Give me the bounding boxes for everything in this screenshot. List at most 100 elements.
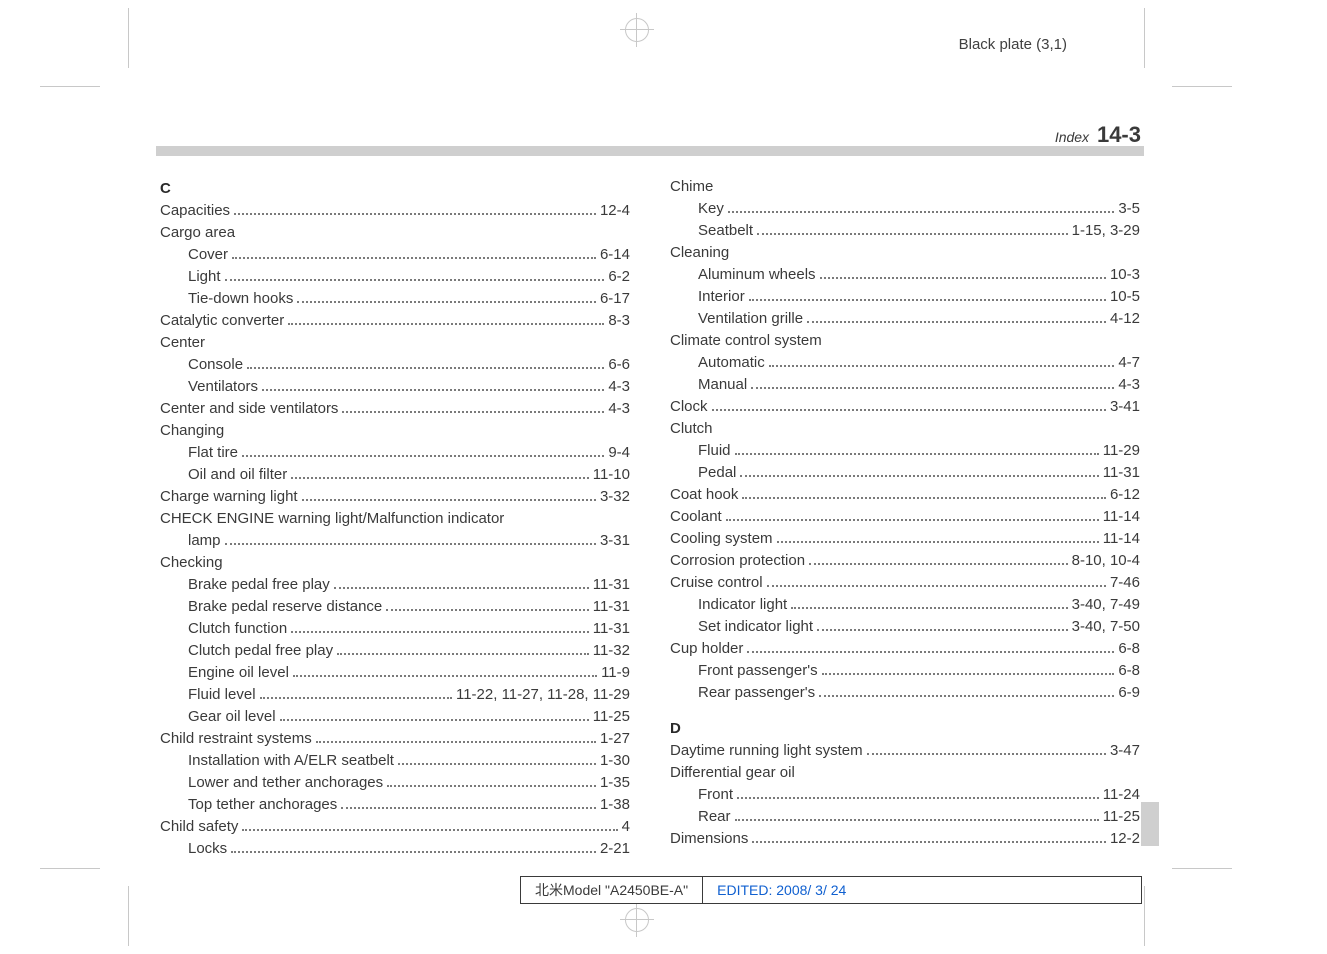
index-page: 11-22, 11-27, 11-28, 11-29 (456, 684, 630, 706)
index-page: 11-14 (1103, 528, 1140, 550)
index-label-text: Corrosion protection (670, 550, 805, 572)
index-page: 8-3 (608, 310, 630, 332)
index-entry: Indicator light3-40, 7-49 (670, 594, 1140, 616)
leader-dots (728, 201, 1114, 214)
index-label-text: Set indicator light (698, 616, 813, 638)
leader-dots (302, 489, 596, 502)
index-entry: Fluid level11-22, 11-27, 11-28, 11-29 (160, 684, 630, 706)
index-page: 6-2 (608, 266, 630, 288)
leader-dots (231, 841, 596, 854)
index-label-text: Installation with A/ELR seatbelt (188, 750, 394, 772)
index-label-text: Tie-down hooks (188, 288, 293, 310)
leader-dots (777, 531, 1099, 544)
index-label-text: Child restraint systems (160, 728, 312, 750)
index-group: Center (160, 332, 630, 354)
index-page: 9-4 (608, 442, 630, 464)
leader-dots (280, 709, 589, 722)
index-group: CHECK ENGINE warning light/Malfunction i… (160, 508, 630, 530)
leader-dots (820, 267, 1106, 280)
index-label-text: Changing (160, 420, 224, 442)
index-label-text: Fluid (698, 440, 731, 462)
index-page: 11-25 (593, 706, 630, 728)
index-page: 4-7 (1118, 352, 1140, 374)
index-page: 12-2 (1110, 828, 1140, 850)
index-label-text: Chime (670, 176, 713, 198)
index-page: 6-8 (1118, 660, 1140, 682)
index-entry: Brake pedal reserve distance 11-31 (160, 596, 630, 618)
leader-dots (822, 663, 1115, 676)
index-group: Cleaning (670, 242, 1140, 264)
index-label-text: Top tether anchorages (188, 794, 337, 816)
index-label-text: Pedal (698, 462, 736, 484)
index-label-text: Cruise control (670, 572, 763, 594)
index-number: 14-3 (1097, 122, 1141, 147)
index-page: 3-5 (1118, 198, 1140, 220)
index-label-text: Locks (188, 838, 227, 860)
index-label-text: Automatic (698, 352, 765, 374)
leader-dots (297, 291, 596, 304)
index-label-text: Daytime running light system (670, 740, 863, 762)
index-group: Cargo area (160, 222, 630, 244)
index-label-text: Front passenger's (698, 660, 818, 682)
leader-dots (791, 597, 1067, 610)
index-entry: Clutch function11-31 (160, 618, 630, 640)
leader-dots (749, 289, 1106, 302)
leader-dots (809, 553, 1068, 566)
leader-dots (293, 665, 597, 678)
index-entry: Cruise control7-46 (670, 572, 1140, 594)
index-page: 10-5 (1110, 286, 1140, 308)
index-label-text: Clock (670, 396, 708, 418)
index-entry: lamp3-31 (160, 530, 630, 552)
index-label-text: Gear oil level (188, 706, 276, 728)
index-label-text: Indicator light (698, 594, 787, 616)
leader-dots (247, 357, 604, 370)
leader-dots (767, 575, 1106, 588)
leader-dots (225, 269, 605, 282)
index-label-text: Brake pedal reserve distance (188, 596, 382, 618)
index-page: 4-12 (1110, 308, 1140, 330)
index-entry: Cooling system11-14 (670, 528, 1140, 550)
leader-dots (737, 787, 1099, 800)
index-label-text: Clutch pedal free play (188, 640, 333, 662)
index-page: 3-40, 7-50 (1072, 616, 1140, 638)
index-entry: Center and side ventilators4-3 (160, 398, 630, 420)
leader-dots (735, 443, 1099, 456)
index-label-text: Lower and tether anchorages (188, 772, 383, 794)
index-entry: Interior 10-5 (670, 286, 1140, 308)
index-label-text: Aluminum wheels (698, 264, 816, 286)
leader-dots (747, 641, 1114, 654)
index-entry: Cover6-14 (160, 244, 630, 266)
index-label-text: Checking (160, 552, 223, 574)
index-column-left: CCapacities12-4Cargo areaCover6-14Light6… (160, 176, 630, 860)
leader-dots (757, 223, 1068, 236)
index-entry: Clutch pedal free play 11-32 (160, 640, 630, 662)
index-group: Chime (670, 176, 1140, 198)
crop-mark (1172, 868, 1232, 869)
index-label-text: Interior (698, 286, 745, 308)
index-entry: Ventilation grille4-12 (670, 308, 1140, 330)
footer-model: 北米Model "A2450BE-A" (521, 877, 703, 903)
index-page: 10-3 (1110, 264, 1140, 286)
index-page: 1-27 (600, 728, 630, 750)
index-page: 11-32 (593, 640, 630, 662)
index-entry: Lower and tether anchorages1-35 (160, 772, 630, 794)
header-bar (156, 146, 1144, 156)
crop-mark (128, 886, 129, 946)
index-page: 11-31 (593, 596, 630, 618)
index-label-text: Capacities (160, 200, 230, 222)
index-page: 4-3 (608, 376, 630, 398)
footer-box: 北米Model "A2450BE-A" EDITED: 2008/ 3/ 24 (520, 876, 1142, 904)
index-group: Differential gear oil (670, 762, 1140, 784)
index-page: 4-3 (608, 398, 630, 420)
index-word: Index (1055, 129, 1089, 145)
index-label-text: CHECK ENGINE warning light/Malfunction i… (160, 508, 504, 530)
index-group: Climate control system (670, 330, 1140, 352)
crop-mark (1144, 8, 1145, 68)
section-head: C (160, 178, 630, 200)
leader-dots (334, 577, 589, 590)
index-label-text: Seatbelt (698, 220, 753, 242)
index-page: 3-32 (600, 486, 630, 508)
index-entry: Catalytic converter8-3 (160, 310, 630, 332)
index-entry: Charge warning light3-32 (160, 486, 630, 508)
index-entry: Flat tire9-4 (160, 442, 630, 464)
